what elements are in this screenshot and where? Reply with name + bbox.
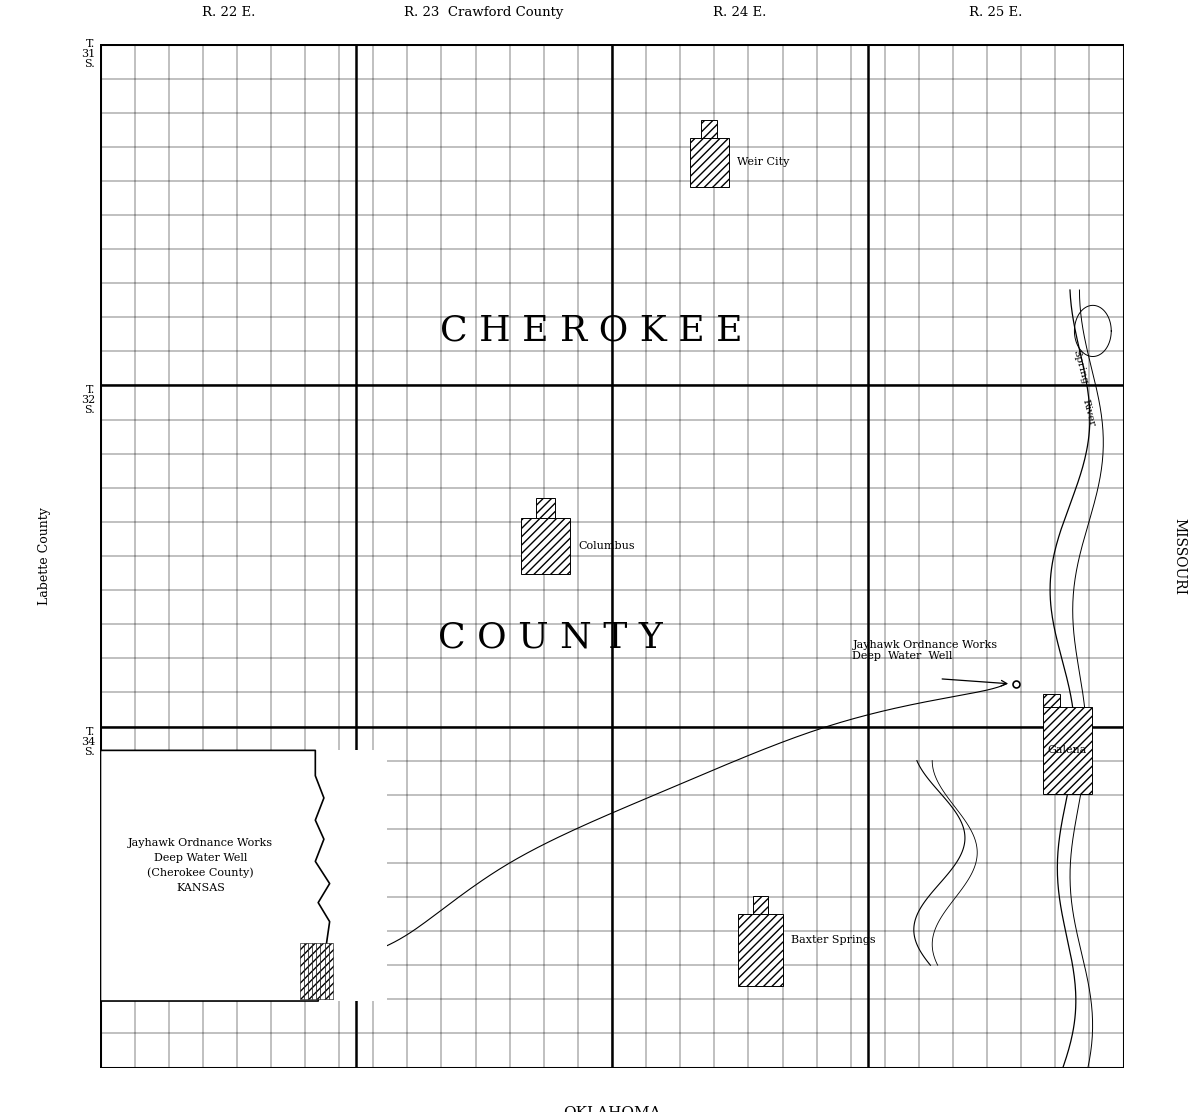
Text: R. 25 E.: R. 25 E.	[968, 6, 1022, 19]
Text: R. 22 E.: R. 22 E.	[202, 6, 256, 19]
Text: R. 23  Crawford County: R. 23 Crawford County	[404, 6, 564, 19]
Text: T.
34
S.: T. 34 S.	[82, 727, 95, 757]
Text: Baxter Springs: Baxter Springs	[791, 935, 876, 944]
Bar	[752, 896, 768, 914]
Text: Jayhawk Ordnance Works
Deep Water Well
(Cherokee County)
KANSAS: Jayhawk Ordnance Works Deep Water Well (…	[128, 837, 274, 893]
Bar	[535, 498, 556, 517]
Text: MISSOURI: MISSOURI	[1172, 517, 1187, 595]
Bar	[329, 943, 332, 999]
Bar	[738, 914, 782, 985]
Text: T.
32
S.: T. 32 S.	[82, 385, 95, 415]
Text: Jayhawk Ordnance Works
Deep  Water  Well: Jayhawk Ordnance Works Deep Water Well	[852, 639, 997, 662]
Bar	[300, 943, 304, 999]
Text: C H E R O K E E: C H E R O K E E	[440, 314, 743, 348]
Text: River: River	[1081, 398, 1097, 427]
Text: Galena: Galena	[1048, 745, 1087, 755]
Text: OKLAHOMA: OKLAHOMA	[563, 1106, 661, 1112]
Text: T.
31
S.: T. 31 S.	[82, 39, 95, 69]
Text: C O U N T Y: C O U N T Y	[438, 620, 662, 655]
Text: Labette County: Labette County	[37, 507, 50, 605]
Bar	[702, 120, 716, 138]
Text: Columbus: Columbus	[578, 540, 635, 550]
Text: R. 24 E.: R. 24 E.	[713, 6, 767, 19]
Bar	[312, 943, 317, 999]
Bar	[690, 138, 728, 187]
Bar	[324, 943, 329, 999]
Bar	[308, 943, 312, 999]
Bar	[1043, 707, 1092, 794]
Text: Spring: Spring	[1072, 348, 1090, 385]
Bar	[320, 943, 324, 999]
Bar	[1043, 694, 1060, 707]
Bar	[304, 943, 308, 999]
Bar	[521, 518, 570, 574]
Bar	[317, 943, 320, 999]
Bar	[101, 751, 386, 1001]
Text: Weir City: Weir City	[737, 157, 790, 167]
